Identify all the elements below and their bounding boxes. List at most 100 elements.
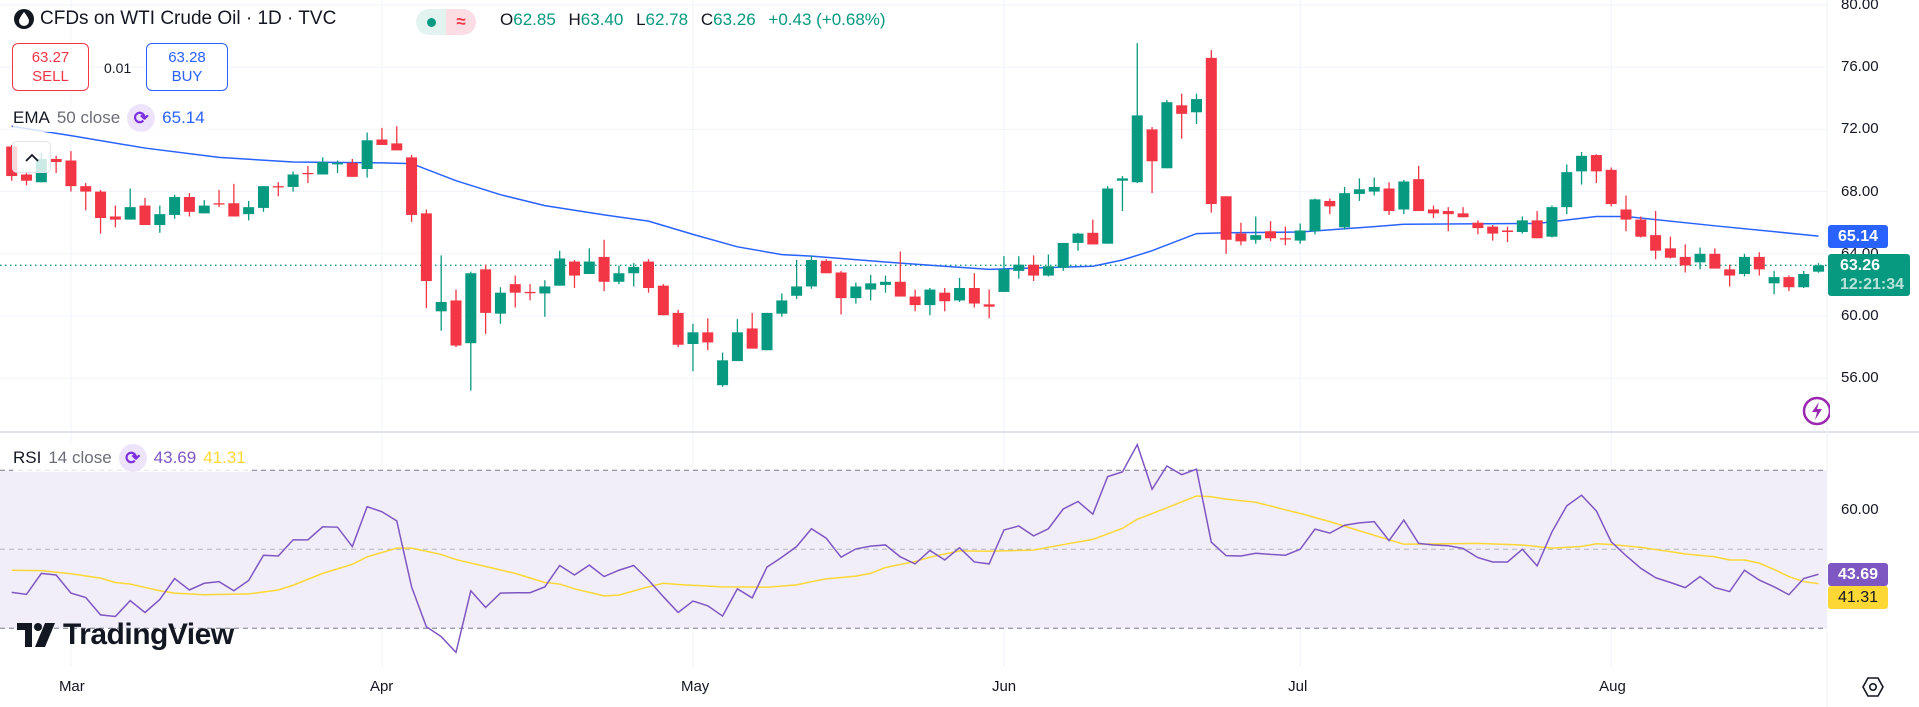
symbol-title[interactable]: CFDs on WTI Crude Oil · 1D · TVC bbox=[40, 8, 337, 29]
price-axis-tick: 68.00 bbox=[1841, 182, 1879, 200]
market-open-dot-icon bbox=[416, 9, 446, 35]
sell-button[interactable]: 63.27 SELL bbox=[12, 43, 89, 91]
candle-body bbox=[406, 157, 418, 215]
candle-body bbox=[1813, 265, 1825, 272]
candle bbox=[820, 259, 832, 274]
candle bbox=[332, 160, 344, 173]
candle-body bbox=[1368, 186, 1380, 192]
symbol-legend[interactable]: CFDs on WTI Crude Oil · 1D · TVC bbox=[14, 8, 336, 30]
tradingview-logo-icon bbox=[17, 623, 55, 647]
candle-body bbox=[998, 269, 1010, 292]
candle bbox=[317, 157, 329, 175]
candle bbox=[391, 126, 403, 151]
candle bbox=[568, 260, 580, 289]
candles bbox=[6, 43, 1825, 391]
candle bbox=[346, 158, 358, 177]
candle bbox=[924, 288, 936, 316]
ohlc-values: O62.85 H63.40 L62.78 C63.26 +0.43 (+0.68… bbox=[500, 10, 894, 30]
candle bbox=[435, 255, 447, 331]
tradingview-logo[interactable]: TradingView bbox=[17, 618, 234, 652]
candle bbox=[1087, 219, 1099, 245]
candle-body bbox=[1635, 219, 1647, 237]
price-axis-tick: 80.00 bbox=[1841, 0, 1879, 13]
candle-body bbox=[791, 286, 803, 296]
candle-body bbox=[1087, 232, 1099, 245]
candle-body bbox=[1353, 189, 1365, 194]
refresh-cycle-icon[interactable]: ⟳ bbox=[127, 104, 156, 132]
time-axis-tick: Jun bbox=[991, 678, 1017, 695]
candle-body bbox=[65, 160, 77, 187]
candle bbox=[272, 182, 284, 197]
candle-body bbox=[568, 261, 580, 276]
refresh-cycle-icon[interactable]: ⟳ bbox=[118, 444, 147, 472]
collapse-legend-button[interactable] bbox=[12, 141, 51, 173]
oil-drop-icon bbox=[14, 9, 34, 29]
candle-body bbox=[865, 283, 877, 290]
candle bbox=[1472, 220, 1484, 235]
rsi-legend[interactable]: RSI 14 close ⟳ 43.69 41.31 bbox=[13, 444, 250, 472]
candle bbox=[406, 155, 418, 222]
candle-body bbox=[1398, 181, 1410, 210]
candle bbox=[1235, 222, 1247, 246]
ema-price-badge: 65.14 bbox=[1828, 225, 1888, 248]
lightning-icon[interactable] bbox=[1800, 395, 1830, 427]
candle-body bbox=[465, 273, 477, 344]
candle-body bbox=[1798, 274, 1810, 288]
candle-body bbox=[272, 186, 284, 188]
candle-body bbox=[361, 140, 373, 170]
candle-body bbox=[1042, 266, 1054, 276]
candle bbox=[1368, 177, 1380, 196]
candle bbox=[1768, 270, 1780, 295]
candle bbox=[1353, 178, 1365, 201]
candle-body bbox=[1309, 199, 1321, 232]
ema-value: 65.14 bbox=[162, 108, 205, 127]
candle-body bbox=[968, 288, 980, 304]
candle bbox=[1309, 198, 1321, 235]
market-status-pill[interactable]: ≈ bbox=[416, 9, 476, 35]
candle-body bbox=[776, 300, 788, 314]
candle bbox=[420, 209, 432, 309]
candle-body bbox=[509, 284, 521, 293]
candle-body bbox=[213, 203, 225, 205]
candle bbox=[1635, 216, 1647, 238]
candle-body bbox=[154, 214, 166, 226]
candle-body bbox=[228, 203, 240, 217]
candle-body bbox=[1146, 129, 1158, 162]
high-label: H bbox=[568, 10, 581, 29]
settings-icon[interactable] bbox=[1862, 676, 1884, 698]
candle bbox=[1620, 195, 1632, 232]
candle bbox=[1028, 255, 1040, 282]
rsi-name: RSI bbox=[13, 448, 42, 467]
candle-body bbox=[1205, 57, 1217, 205]
candle bbox=[1191, 93, 1202, 124]
candle-body bbox=[1028, 264, 1040, 276]
candle-body bbox=[391, 143, 403, 151]
candle bbox=[494, 287, 506, 324]
candle-body bbox=[1576, 155, 1588, 172]
rsi-badge: 43.69 bbox=[1828, 563, 1888, 586]
candle-body bbox=[835, 272, 847, 299]
candle-body bbox=[1279, 238, 1291, 240]
ema-name: EMA bbox=[13, 108, 50, 127]
candle bbox=[257, 186, 269, 212]
candle-body bbox=[1590, 155, 1602, 172]
price-axis-tick: 56.00 bbox=[1841, 369, 1879, 387]
candle-body bbox=[317, 162, 329, 175]
candle bbox=[1457, 207, 1469, 218]
rsi-ma-badge: 41.31 bbox=[1828, 586, 1888, 609]
candle-body bbox=[1161, 102, 1173, 169]
candle bbox=[968, 273, 980, 308]
candle-body bbox=[1605, 169, 1617, 205]
rsi-line bbox=[11, 442, 1819, 654]
candle-body bbox=[1191, 99, 1202, 113]
ema-legend[interactable]: EMA 50 close ⟳ 65.14 bbox=[13, 104, 209, 132]
buy-button[interactable]: 63.28 BUY bbox=[146, 43, 228, 91]
candle-body bbox=[657, 285, 669, 316]
candle bbox=[687, 323, 699, 372]
candle-body bbox=[1546, 207, 1558, 237]
candle-body bbox=[346, 162, 358, 177]
candle bbox=[1057, 242, 1069, 271]
time-axis-tick: Apr bbox=[369, 678, 394, 695]
open-value: 62.85 bbox=[513, 10, 556, 29]
